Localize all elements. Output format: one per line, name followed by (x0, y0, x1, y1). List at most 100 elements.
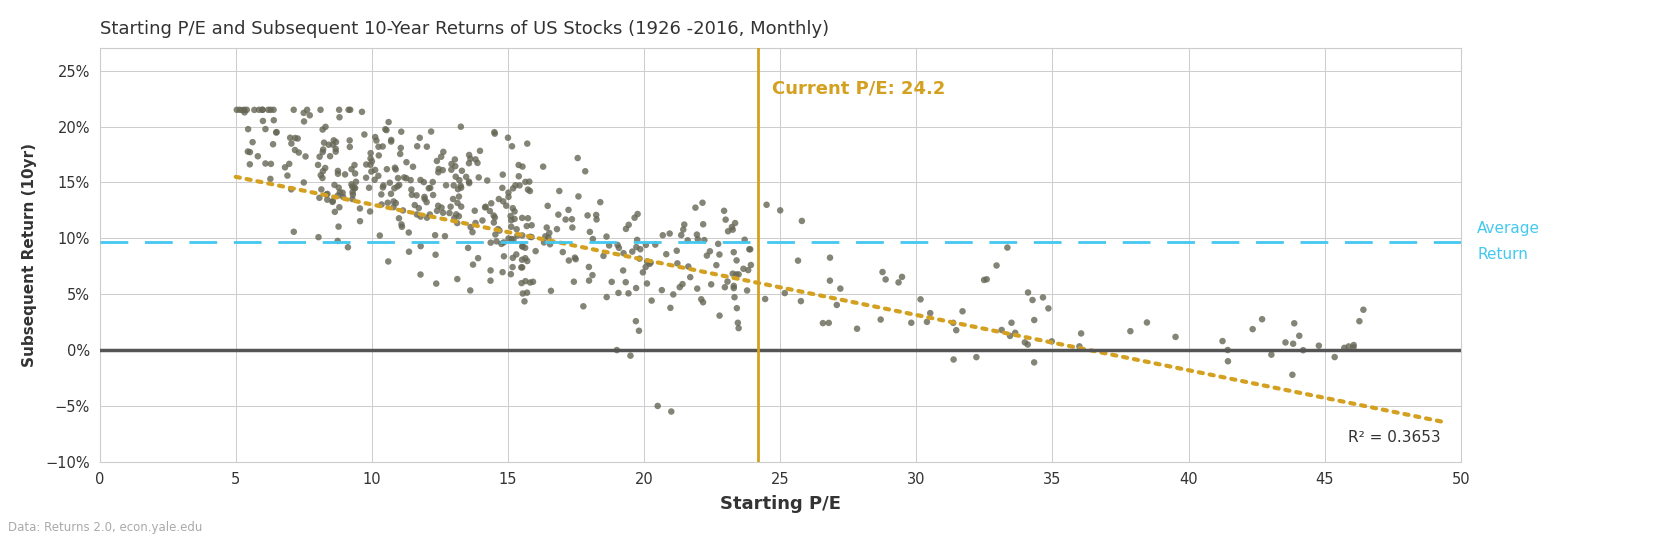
Point (1346, 317, 1373, 325)
Point (432, 232, 458, 241)
Point (382, 165, 408, 174)
Point (277, 185, 304, 194)
Point (365, 142, 392, 151)
Point (315, 141, 342, 149)
Point (461, 206, 488, 215)
Point (516, 187, 543, 195)
Point (387, 150, 413, 158)
Point (1280, 371, 1306, 379)
Point (732, 235, 759, 244)
Point (898, 318, 925, 327)
Point (1066, 342, 1092, 351)
Point (616, 289, 642, 297)
Point (395, 248, 422, 256)
Point (593, 233, 619, 241)
Point (305, 193, 332, 202)
Point (342, 161, 369, 169)
Point (481, 213, 508, 222)
Text: Current P/E: 24.2: Current P/E: 24.2 (772, 79, 946, 98)
Point (239, 138, 266, 147)
Point (261, 116, 287, 125)
Point (407, 176, 433, 184)
Point (1258, 350, 1285, 359)
Point (457, 286, 483, 295)
Point (996, 332, 1023, 340)
Point (1003, 329, 1029, 337)
Point (337, 143, 364, 151)
Point (684, 284, 710, 293)
Point (657, 303, 684, 312)
Point (656, 229, 682, 238)
Point (734, 286, 760, 295)
Point (480, 211, 506, 220)
Point (352, 130, 378, 139)
Point (624, 236, 651, 244)
Point (868, 315, 895, 324)
Point (817, 253, 843, 262)
Point (234, 125, 261, 133)
Point (622, 284, 649, 292)
Point (437, 209, 463, 217)
Point (277, 133, 304, 142)
Point (724, 318, 750, 327)
Point (644, 402, 671, 410)
Point (591, 252, 618, 260)
Point (510, 242, 536, 250)
Point (674, 236, 701, 245)
Point (309, 185, 335, 194)
Point (320, 180, 347, 189)
Point (661, 290, 687, 299)
Point (478, 199, 505, 208)
Point (286, 148, 312, 157)
Point (455, 244, 481, 252)
Point (495, 234, 521, 243)
Point (516, 233, 543, 241)
Point (720, 284, 747, 292)
Point (314, 195, 340, 204)
Point (249, 105, 276, 114)
Point (395, 228, 422, 237)
Point (639, 296, 666, 305)
Point (457, 151, 483, 159)
Point (720, 293, 747, 302)
Point (916, 309, 943, 317)
Point (994, 243, 1021, 252)
Point (447, 176, 473, 184)
Point (787, 297, 813, 306)
Point (691, 220, 717, 229)
Point (719, 270, 745, 278)
Point (885, 278, 911, 287)
Point (516, 278, 543, 287)
Point (1215, 357, 1242, 366)
Point (767, 206, 793, 215)
Point (737, 245, 764, 253)
Point (314, 190, 340, 199)
Point (536, 229, 563, 237)
Point (312, 122, 339, 131)
Point (606, 244, 632, 252)
Point (515, 185, 541, 194)
Point (510, 214, 536, 222)
Point (413, 213, 440, 222)
Point (561, 253, 588, 262)
Point (737, 260, 764, 269)
Point (359, 167, 385, 176)
Point (486, 195, 513, 204)
Point (1039, 337, 1066, 346)
Point (428, 204, 455, 212)
Point (252, 125, 279, 133)
Point (483, 237, 510, 245)
Point (244, 152, 271, 161)
Point (340, 184, 367, 192)
Point (342, 184, 369, 192)
Point (508, 279, 535, 287)
Point (722, 270, 749, 279)
Point (697, 280, 724, 289)
Point (1215, 346, 1242, 354)
Point (234, 105, 261, 114)
Point (465, 173, 491, 182)
Point (420, 178, 447, 186)
Point (1117, 327, 1144, 336)
Point (691, 298, 717, 307)
Point (370, 142, 397, 151)
